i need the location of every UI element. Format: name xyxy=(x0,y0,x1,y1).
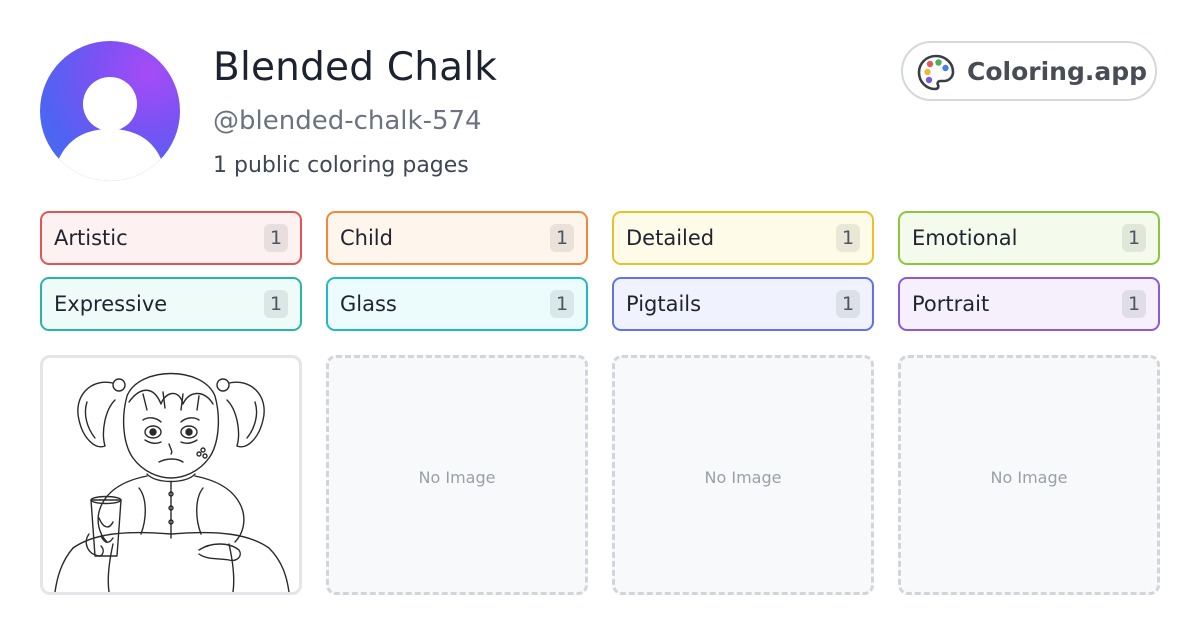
pages-count: 1 public coloring pages xyxy=(213,153,469,178)
tag-count-badge: 1 xyxy=(836,224,860,252)
tag-chip-portrait[interactable]: Portrait 1 xyxy=(898,277,1160,331)
tag-label: Emotional xyxy=(912,226,1018,250)
tag-count-badge: 1 xyxy=(264,224,288,252)
tag-label: Portrait xyxy=(912,292,990,316)
empty-card: No Image xyxy=(898,355,1160,595)
palette-icon xyxy=(917,54,955,91)
tag-chip-expressive[interactable]: Expressive 1 xyxy=(40,277,302,331)
brand-badge[interactable]: Coloring.app xyxy=(901,41,1157,101)
no-image-label: No Image xyxy=(418,468,496,487)
tag-count-badge: 1 xyxy=(1122,224,1146,252)
tag-count-badge: 1 xyxy=(550,290,574,318)
tag-chip-glass[interactable]: Glass 1 xyxy=(326,277,588,331)
tag-label: Detailed xyxy=(626,226,715,250)
tag-label: Glass xyxy=(340,292,397,316)
tag-label: Expressive xyxy=(54,292,168,316)
tag-count-badge: 1 xyxy=(1122,290,1146,318)
no-image-label: No Image xyxy=(990,468,1068,487)
tag-label: Artistic xyxy=(54,226,128,250)
tag-label: Pigtails xyxy=(626,292,702,316)
tag-chip-pigtails[interactable]: Pigtails 1 xyxy=(612,277,874,331)
tag-count-badge: 1 xyxy=(264,290,288,318)
brand-label: Coloring.app xyxy=(967,57,1148,86)
tag-count-badge: 1 xyxy=(550,224,574,252)
tag-chip-detailed[interactable]: Detailed 1 xyxy=(612,211,874,265)
profile-name: Blended Chalk xyxy=(213,45,498,90)
tag-chip-artistic[interactable]: Artistic 1 xyxy=(40,211,302,265)
avatar xyxy=(40,41,180,181)
tag-chip-child[interactable]: Child 1 xyxy=(326,211,588,265)
tag-count-badge: 1 xyxy=(836,290,860,318)
tag-label: Child xyxy=(340,226,393,250)
tag-chip-emotional[interactable]: Emotional 1 xyxy=(898,211,1160,265)
empty-card: No Image xyxy=(612,355,874,595)
coloring-page-card[interactable] xyxy=(40,355,302,595)
coloring-page-thumbnail xyxy=(54,372,290,592)
profile-handle: @blended-chalk-574 xyxy=(213,106,482,136)
empty-card: No Image xyxy=(326,355,588,595)
no-image-label: No Image xyxy=(704,468,782,487)
user-silhouette-icon xyxy=(40,77,180,181)
